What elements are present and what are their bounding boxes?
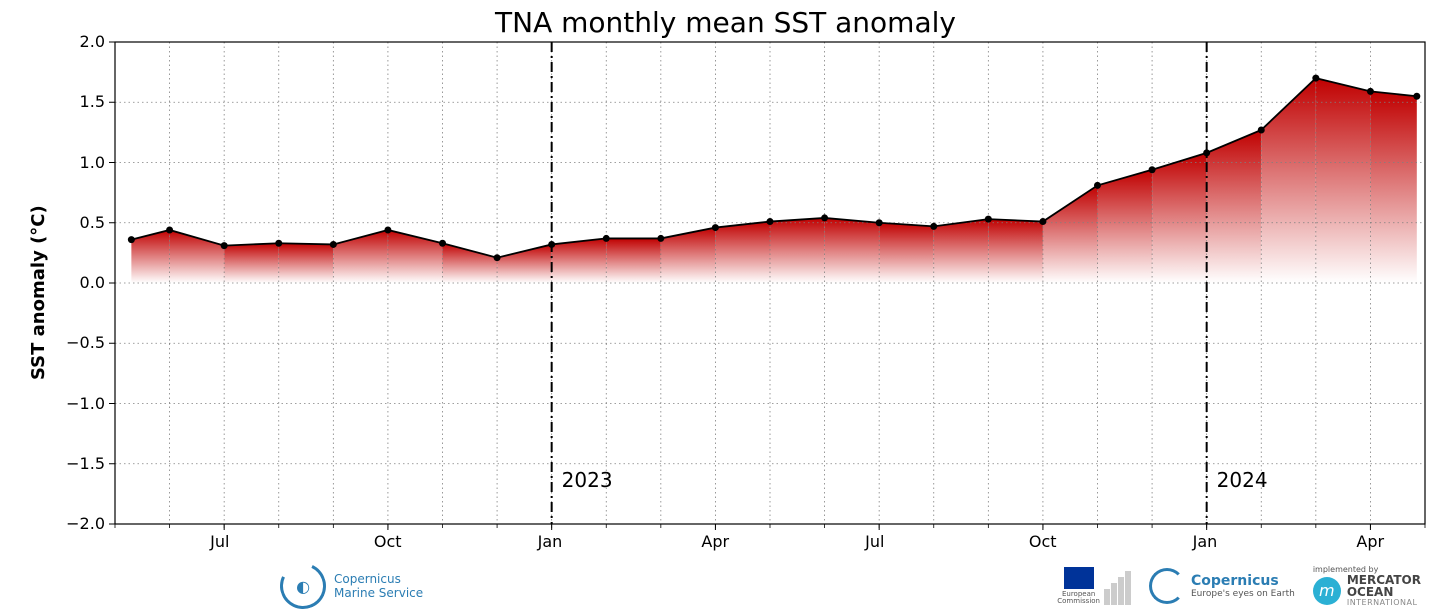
year-label: 2023 — [562, 468, 613, 492]
y-tick-label: 1.5 — [80, 92, 105, 111]
mercator-logo: implemented by m MERCATOR OCEAN INTERNAT… — [1313, 565, 1421, 607]
x-tick-label: Jan — [1193, 532, 1218, 551]
y-tick-label: −1.0 — [66, 394, 105, 413]
y-tick-label: −0.5 — [66, 333, 105, 352]
copernicus-marine-logo: ◐ Copernicus Marine Service — [280, 563, 423, 609]
mercator-m-icon: m — [1313, 577, 1341, 605]
copernicus-tagline: Europe's eyes on Earth — [1191, 589, 1295, 599]
european-commission-logo: European Commission — [1057, 567, 1131, 605]
mercator-sub: INTERNATIONAL — [1347, 598, 1421, 607]
fish-icon: ◐ — [274, 557, 333, 616]
copernicus-marine-text: Copernicus Marine Service — [334, 572, 423, 600]
x-tick-label: Jul — [210, 532, 229, 551]
x-tick-label: Oct — [1029, 532, 1057, 551]
y-tick-label: −1.5 — [66, 454, 105, 473]
eu-flag-icon — [1064, 567, 1094, 589]
copernicus-c-icon — [1149, 568, 1185, 604]
x-tick-label: Apr — [701, 532, 729, 551]
y-tick-label: 1.0 — [80, 153, 105, 172]
copernicus-text: Copernicus — [1191, 573, 1295, 589]
y-tick-label: 0.0 — [80, 273, 105, 292]
x-tick-label: Oct — [374, 532, 402, 551]
x-tick-label: Apr — [1356, 532, 1384, 551]
x-tick-label: Jul — [865, 532, 884, 551]
y-tick-label: 2.0 — [80, 32, 105, 51]
ec-building-icon — [1104, 571, 1131, 605]
y-tick-label: 0.5 — [80, 213, 105, 232]
x-tick-label: Jan — [538, 532, 563, 551]
y-tick-label: −2.0 — [66, 514, 105, 533]
mercator-line2: OCEAN — [1347, 586, 1421, 598]
ec-text: European Commission — [1057, 591, 1100, 605]
year-label: 2024 — [1217, 468, 1268, 492]
copernicus-logo: Copernicus Europe's eyes on Earth — [1149, 568, 1295, 604]
sst-anomaly-chart — [0, 0, 1451, 616]
logo-bar: ◐ Copernicus Marine Service European Com… — [280, 561, 1421, 611]
